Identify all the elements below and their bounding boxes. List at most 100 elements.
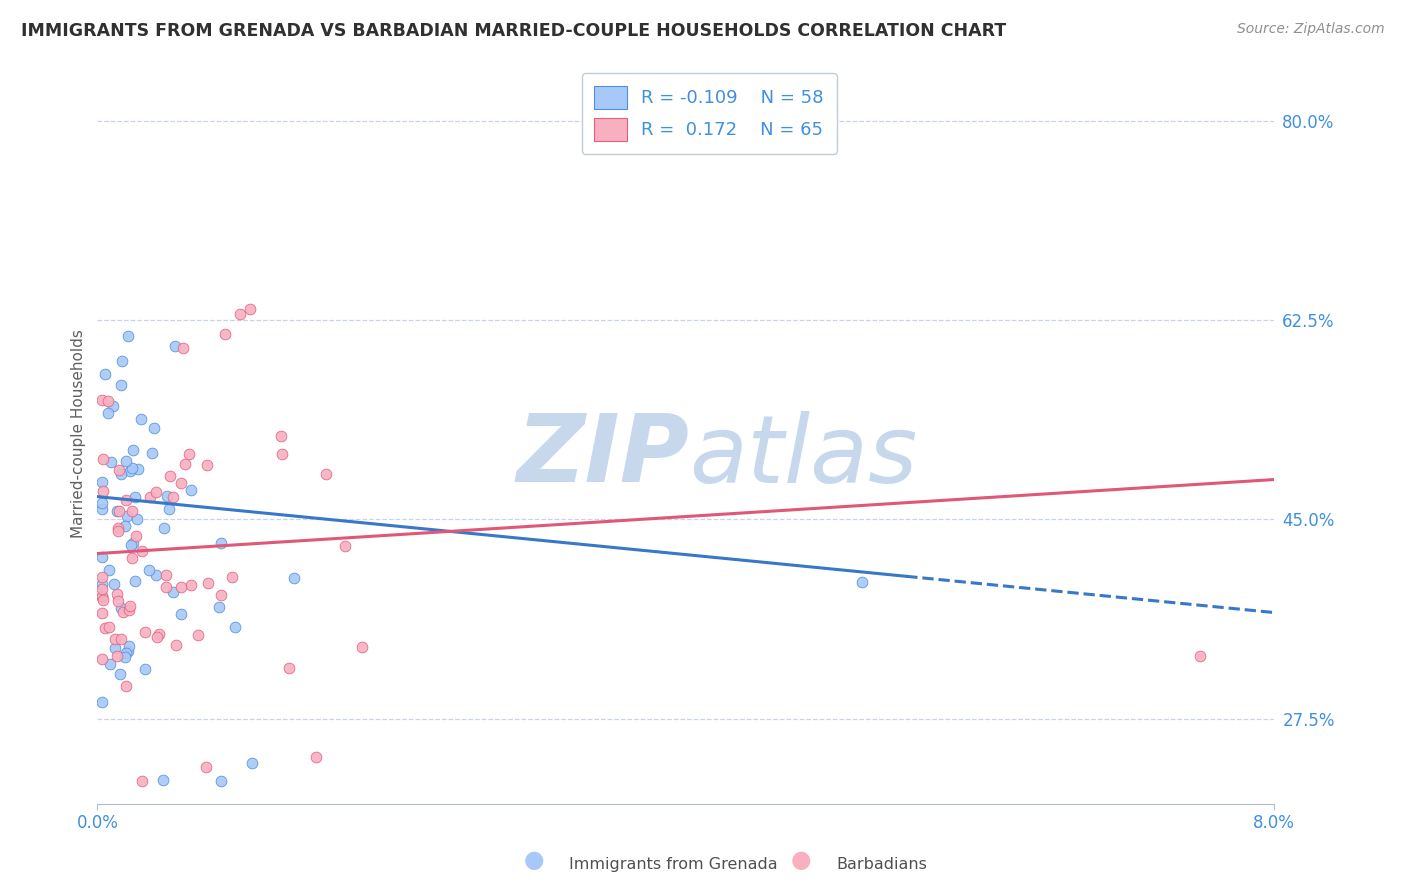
Point bbox=[121, 504, 143, 518]
Point bbox=[156, 489, 179, 503]
Point bbox=[111, 354, 134, 368]
Point bbox=[90, 695, 112, 709]
Point bbox=[91, 475, 114, 489]
Point bbox=[851, 574, 873, 589]
Point bbox=[143, 420, 166, 434]
Point bbox=[120, 538, 142, 552]
Point bbox=[90, 606, 112, 620]
Point bbox=[98, 620, 121, 634]
Point bbox=[1189, 648, 1212, 663]
Text: atlas: atlas bbox=[689, 410, 918, 501]
Point bbox=[157, 502, 180, 516]
Point bbox=[114, 519, 136, 533]
Legend: R = -0.109    N = 58, R =  0.172    N = 65: R = -0.109 N = 58, R = 0.172 N = 65 bbox=[582, 73, 837, 153]
Point bbox=[90, 496, 112, 510]
Point bbox=[112, 605, 135, 619]
Point bbox=[155, 580, 177, 594]
Point bbox=[91, 593, 114, 607]
Point bbox=[208, 600, 231, 615]
Point bbox=[107, 594, 129, 608]
Point bbox=[159, 468, 181, 483]
Point bbox=[335, 539, 357, 553]
Point bbox=[115, 508, 138, 523]
Point bbox=[104, 632, 127, 646]
Point bbox=[115, 680, 138, 694]
Y-axis label: Married-couple Households: Married-couple Households bbox=[72, 329, 86, 539]
Point bbox=[118, 639, 141, 653]
Point bbox=[122, 536, 145, 550]
Point bbox=[105, 504, 128, 518]
Point bbox=[162, 490, 184, 504]
Point bbox=[195, 458, 218, 472]
Text: ●: ● bbox=[792, 848, 811, 872]
Text: ●: ● bbox=[524, 848, 544, 872]
Point bbox=[162, 584, 184, 599]
Point bbox=[114, 650, 136, 665]
Point bbox=[122, 443, 145, 458]
Point bbox=[277, 661, 299, 675]
Point bbox=[270, 446, 292, 460]
Point bbox=[134, 625, 156, 640]
Point bbox=[131, 543, 153, 558]
Point bbox=[110, 467, 132, 482]
Point bbox=[172, 342, 194, 356]
Point bbox=[315, 467, 337, 481]
Point bbox=[229, 307, 252, 321]
Point bbox=[209, 588, 232, 602]
Point bbox=[100, 455, 122, 469]
Point bbox=[127, 462, 149, 476]
Point bbox=[108, 667, 131, 681]
Point bbox=[103, 577, 125, 591]
Point bbox=[90, 576, 112, 591]
Point bbox=[165, 638, 187, 652]
Text: Barbadians: Barbadians bbox=[837, 857, 928, 872]
Point bbox=[90, 392, 112, 407]
Point bbox=[90, 502, 112, 516]
Text: Immigrants from Grenada: Immigrants from Grenada bbox=[569, 857, 778, 872]
Point bbox=[152, 520, 174, 534]
Point bbox=[114, 492, 136, 507]
Point bbox=[270, 429, 292, 443]
Point bbox=[145, 568, 167, 582]
Point bbox=[187, 628, 209, 642]
Point bbox=[91, 483, 114, 498]
Point bbox=[145, 485, 167, 500]
Point bbox=[105, 587, 128, 601]
Point bbox=[97, 394, 120, 409]
Point bbox=[165, 339, 187, 353]
Point bbox=[118, 464, 141, 478]
Point bbox=[98, 657, 121, 672]
Point bbox=[180, 578, 202, 592]
Point bbox=[90, 550, 112, 565]
Point bbox=[180, 483, 202, 497]
Point bbox=[124, 529, 146, 543]
Point bbox=[239, 302, 262, 317]
Point bbox=[118, 602, 141, 616]
Text: IMMIGRANTS FROM GRENADA VS BARBADIAN MARRIED-COUPLE HOUSEHOLDS CORRELATION CHART: IMMIGRANTS FROM GRENADA VS BARBADIAN MAR… bbox=[21, 22, 1007, 40]
Point bbox=[94, 621, 117, 635]
Text: Source: ZipAtlas.com: Source: ZipAtlas.com bbox=[1237, 22, 1385, 37]
Point bbox=[98, 563, 121, 577]
Point bbox=[197, 575, 219, 590]
Point bbox=[305, 750, 328, 764]
Point bbox=[177, 447, 200, 461]
Point bbox=[118, 599, 141, 613]
Point bbox=[131, 774, 153, 789]
Point bbox=[103, 399, 125, 413]
Point bbox=[124, 574, 146, 588]
Point bbox=[117, 329, 139, 343]
Point bbox=[90, 590, 112, 604]
Text: ZIP: ZIP bbox=[517, 410, 690, 502]
Point bbox=[173, 458, 195, 472]
Point bbox=[195, 760, 218, 774]
Point bbox=[170, 607, 193, 622]
Point bbox=[283, 571, 305, 585]
Point bbox=[124, 490, 146, 504]
Point bbox=[209, 774, 232, 789]
Point bbox=[221, 570, 243, 584]
Point bbox=[148, 627, 170, 641]
Point bbox=[91, 451, 114, 466]
Point bbox=[104, 640, 127, 655]
Point bbox=[170, 476, 193, 491]
Point bbox=[110, 600, 132, 615]
